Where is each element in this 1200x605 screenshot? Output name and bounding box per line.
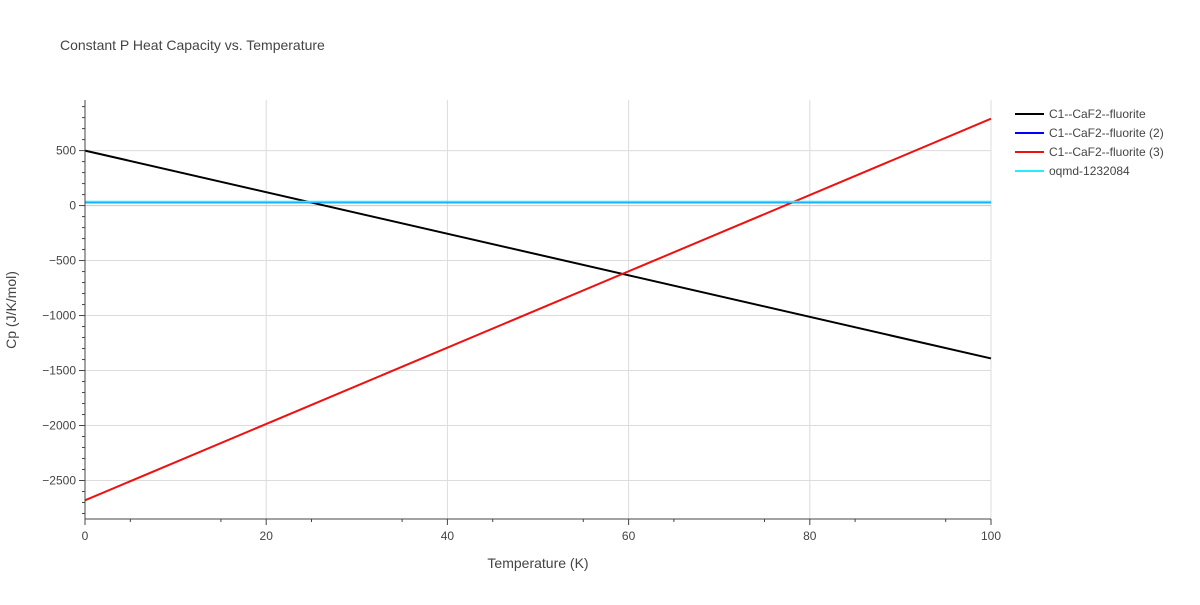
y-tick-label: −500 xyxy=(49,254,76,268)
x-tick-label: 40 xyxy=(441,529,455,543)
y-tick-label: −1500 xyxy=(42,364,76,378)
x-tick-label: 0 xyxy=(82,529,89,543)
y-tick-label: 500 xyxy=(56,144,76,158)
chart-title: Constant P Heat Capacity vs. Temperature xyxy=(60,37,325,53)
x-tick-label: 20 xyxy=(260,529,274,543)
x-tick-label: 60 xyxy=(622,529,636,543)
legend-item-2[interactable]: C1--CaF2--fluorite (2) xyxy=(1015,126,1164,140)
series-layer xyxy=(84,117,992,502)
y-axis-label: Cp (J/K/mol) xyxy=(3,271,19,349)
series-line-1 xyxy=(84,149,992,360)
y-tick-label: −2500 xyxy=(42,474,76,488)
x-tick-label: 100 xyxy=(981,529,1001,543)
series-line-3 xyxy=(84,117,992,502)
legend-label: C1--CaF2--fluorite (2) xyxy=(1049,126,1164,140)
y-tick-label: −2000 xyxy=(42,419,76,433)
axis-layer: 0 20 40 60 80 100 500 0 −500 −1000 −1500 −2000 −2500 xyxy=(42,100,1001,543)
legend-item-4[interactable]: oqmd-1232084 xyxy=(1015,164,1130,178)
legend-item-1[interactable]: C1--CaF2--fluorite xyxy=(1015,107,1146,121)
legend-label: C1--CaF2--fluorite xyxy=(1049,107,1146,121)
legend-label: C1--CaF2--fluorite (3) xyxy=(1049,145,1164,159)
legend-label: oqmd-1232084 xyxy=(1049,164,1130,178)
x-axis-label: Temperature (K) xyxy=(487,555,588,571)
y-tick-label: 0 xyxy=(69,199,76,213)
x-tick-label: 80 xyxy=(803,529,817,543)
y-tick-label: −1000 xyxy=(42,309,76,323)
grid-layer xyxy=(85,100,992,519)
legend-item-3[interactable]: C1--CaF2--fluorite (3) xyxy=(1015,145,1164,159)
legend[interactable]: C1--CaF2--fluorite C1--CaF2--fluorite (2)… xyxy=(1015,107,1164,178)
